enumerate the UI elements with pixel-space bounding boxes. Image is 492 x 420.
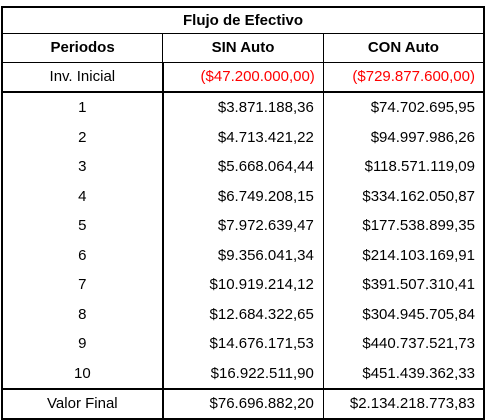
final-con-value: $2.134.218.773,83 <box>323 389 484 419</box>
cash-flow-table-container: Flujo de Efectivo Periodos SIN Auto CON … <box>1 6 485 420</box>
sin-auto-cell: $10.919.214,12 <box>163 270 324 300</box>
period-cell: 5 <box>2 211 163 241</box>
table-row: 9 $14.676.171,53 $440.737.521,73 <box>2 329 484 359</box>
con-auto-cell: $334.162.050,87 <box>323 182 484 212</box>
header-sin-auto: SIN Auto <box>163 34 324 63</box>
sin-auto-cell: $14.676.171,53 <box>163 329 324 359</box>
table-row: 4 $6.749.208,15 $334.162.050,87 <box>2 182 484 212</box>
sin-auto-cell: $7.972.639,47 <box>163 211 324 241</box>
sin-auto-cell: $4.713.421,22 <box>163 123 324 153</box>
period-cell: 2 <box>2 123 163 153</box>
cash-flow-table: Flujo de Efectivo Periodos SIN Auto CON … <box>1 6 485 420</box>
period-cell: 4 <box>2 182 163 212</box>
table-row: 1 $3.871.188,36 $74.702.695,95 <box>2 92 484 123</box>
period-cell: 10 <box>2 359 163 390</box>
table-row: 10 $16.922.511,90 $451.439.362,33 <box>2 359 484 390</box>
sin-auto-cell: $12.684.322,65 <box>163 300 324 330</box>
table-row: 2 $4.713.421,22 $94.997.986,26 <box>2 123 484 153</box>
con-auto-cell: $94.997.986,26 <box>323 123 484 153</box>
table-row: 3 $5.668.064,44 $118.571.119,09 <box>2 152 484 182</box>
table-row: 5 $7.972.639,47 $177.538.899,35 <box>2 211 484 241</box>
period-cell: 7 <box>2 270 163 300</box>
initial-sin-value: ($47.200.000,00) <box>163 63 324 93</box>
con-auto-cell: $304.945.705,84 <box>323 300 484 330</box>
sin-auto-cell: $6.749.208,15 <box>163 182 324 212</box>
con-auto-cell: $451.439.362,33 <box>323 359 484 390</box>
table-title: Flujo de Efectivo <box>2 7 484 34</box>
header-row: Periodos SIN Auto CON Auto <box>2 34 484 63</box>
sin-auto-cell: $5.668.064,44 <box>163 152 324 182</box>
header-periodos: Periodos <box>2 34 163 63</box>
table-row: 7 $10.919.214,12 $391.507.310,41 <box>2 270 484 300</box>
con-auto-cell: $391.507.310,41 <box>323 270 484 300</box>
sin-auto-cell: $9.356.041,34 <box>163 241 324 271</box>
period-cell: 9 <box>2 329 163 359</box>
con-auto-cell: $214.103.169,91 <box>323 241 484 271</box>
sin-auto-cell: $3.871.188,36 <box>163 92 324 123</box>
period-cell: 8 <box>2 300 163 330</box>
sin-auto-cell: $16.922.511,90 <box>163 359 324 390</box>
initial-label: Inv. Inicial <box>2 63 163 93</box>
con-auto-cell: $118.571.119,09 <box>323 152 484 182</box>
con-auto-cell: $177.538.899,35 <box>323 211 484 241</box>
final-sin-value: $76.696.882,20 <box>163 389 324 419</box>
table-title-row: Flujo de Efectivo <box>2 7 484 34</box>
con-auto-cell: $74.702.695,95 <box>323 92 484 123</box>
table-row: 8 $12.684.322,65 $304.945.705,84 <box>2 300 484 330</box>
period-cell: 3 <box>2 152 163 182</box>
con-auto-cell: $440.737.521,73 <box>323 329 484 359</box>
table-row: 6 $9.356.041,34 $214.103.169,91 <box>2 241 484 271</box>
final-label: Valor Final <box>2 389 163 419</box>
initial-con-value: ($729.877.600,00) <box>323 63 484 93</box>
initial-investment-row: Inv. Inicial ($47.200.000,00) ($729.877.… <box>2 63 484 93</box>
header-con-auto: CON Auto <box>323 34 484 63</box>
period-cell: 1 <box>2 92 163 123</box>
final-value-row: Valor Final $76.696.882,20 $2.134.218.77… <box>2 389 484 419</box>
period-cell: 6 <box>2 241 163 271</box>
